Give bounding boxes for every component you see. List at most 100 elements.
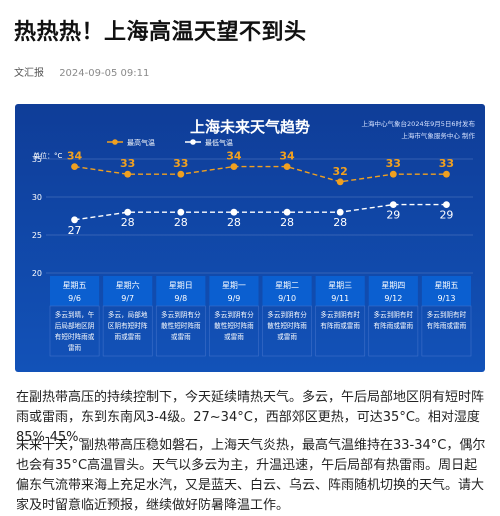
series-1-point-5: [336, 208, 344, 216]
y-tick-label-1: 30: [32, 193, 42, 202]
series-0-label-0: 34: [67, 150, 83, 163]
day-header-7: [421, 276, 471, 306]
series-0-point-7: [443, 170, 450, 178]
day-desc-2-0: 多云到阴有分: [161, 310, 201, 319]
series-1-point-7: [443, 201, 450, 208]
day-desc-0-0: 多云到晴，午: [55, 310, 95, 319]
article-source[interactable]: 文汇报: [14, 68, 44, 79]
series-0-label-5: 32: [333, 165, 348, 178]
series-0-label-2: 33: [173, 157, 188, 170]
day-desc-1-1: 区阴有短时阵: [108, 321, 148, 330]
day-desc-4-0: 多云到阴有分: [267, 310, 307, 319]
day-desc-7-0: 多云到阴有时: [427, 310, 467, 319]
chart-title: 上海未来天气趋势: [190, 118, 310, 136]
day-desc-3-0: 多云到阴有分: [214, 310, 254, 319]
day-body-5: [315, 305, 366, 357]
series-0-label-4: 34: [279, 150, 295, 163]
day-body-3: [209, 305, 259, 357]
y-axis-unit: 单位：°C: [33, 151, 62, 160]
day-desc-7-1: 有阵雨或雷雨: [427, 321, 467, 330]
day-desc-5-1: 有阵雨或雷雨: [320, 321, 360, 330]
paragraph-1: 在副热带高压的持续控制下，今天延续晴热天气。多云，午后局部地区阴有短时阵雨或雷雨…: [16, 390, 485, 445]
series-1-label-6: 29: [386, 209, 400, 222]
series-0-point-0: [71, 163, 78, 170]
series-1-point-1: [124, 208, 132, 216]
day-desc-2-2: 或雷雨: [171, 332, 191, 341]
day-desc-0-1: 后局部地区阴: [55, 321, 95, 330]
day-weekday-6: 星期四: [381, 281, 405, 290]
series-0-point-5: [336, 178, 344, 186]
article-datetime: 2024-09-05 09:11: [59, 68, 150, 79]
day-date-0: 9/6: [68, 294, 81, 303]
day-date-4: 9/10: [278, 294, 296, 303]
day-date-3: 9/9: [228, 294, 241, 303]
series-0-label-3: 34: [226, 150, 242, 163]
series-1-point-2: [177, 208, 185, 216]
day-header-3: [209, 276, 259, 306]
day-body-1: [102, 305, 153, 357]
day-date-5: 9/11: [331, 294, 349, 303]
day-header-2: [156, 276, 206, 306]
day-date-6: 9/12: [384, 294, 402, 303]
day-header-6: [368, 276, 418, 306]
series-1-label-7: 29: [439, 209, 453, 222]
series-1-point-4: [283, 208, 291, 216]
series-1-point-3: [230, 208, 238, 216]
day-body-2: [155, 305, 206, 357]
day-desc-0-3: 雷雨: [68, 344, 82, 352]
chart-background: [15, 104, 485, 372]
series-line-1: [74, 203, 447, 221]
y-tick-label-3: 20: [32, 269, 42, 278]
y-tick-label-2: 25: [32, 231, 42, 240]
series-0-point-6: [389, 170, 397, 178]
series-0-point-3: [230, 163, 238, 170]
series-1-label-0: 27: [68, 224, 82, 237]
article-meta: 文汇报 2024-09-05 09:11: [14, 64, 149, 79]
day-desc-2-1: 散性短时阵雨: [161, 321, 201, 330]
day-desc-3-1: 散性短时阵雨: [214, 321, 254, 330]
series-0-label-1: 33: [120, 157, 135, 170]
article-title: 热热热！上海高温天望不到头: [14, 20, 307, 45]
day-date-2: 9/8: [174, 294, 187, 303]
day-header-4: [262, 276, 312, 306]
day-desc-4-1: 散性短时阵雨: [267, 321, 307, 330]
day-body-7: [421, 305, 472, 357]
day-body-6: [368, 305, 419, 357]
legend-label-0: 最高气温: [127, 138, 155, 147]
legend-marker-1: [190, 139, 196, 145]
day-header-1: [103, 276, 153, 306]
series-0-point-2: [177, 170, 185, 178]
series-1-label-1: 28: [121, 216, 135, 229]
series-1-label-4: 28: [280, 216, 294, 229]
day-body-4: [262, 305, 312, 357]
day-desc-5-0: 多云到阴有时: [320, 310, 360, 319]
day-weekday-5: 星期三: [328, 281, 352, 290]
day-header-5: [315, 276, 365, 306]
series-0-label-6: 33: [386, 157, 401, 170]
day-desc-6-0: 多云到阴有时: [374, 310, 414, 319]
day-weekday-7: 星期五: [434, 281, 458, 290]
day-weekday-0: 星期五: [63, 281, 87, 290]
paragraph-2: 未来十天，副热带高压稳如磐石，上海天气炎热，最高气温维持在33-34°C，偶尔也…: [16, 438, 486, 513]
day-desc-1-2: 雨或雷雨: [115, 332, 142, 341]
series-0-point-1: [124, 170, 132, 178]
chart-source-line-1: 上海中心气象台2024年9月5日6时发布: [362, 119, 476, 128]
day-weekday-4: 星期二: [275, 281, 299, 290]
legend-marker-0: [112, 139, 118, 145]
chart-source-line-2: 上海市气象服务中心 制作: [401, 131, 475, 140]
series-0-label-7: 33: [439, 157, 454, 170]
legend-label-1: 最低气温: [205, 138, 233, 147]
series-line-0: [74, 165, 447, 183]
series-1-label-5: 28: [333, 216, 347, 229]
day-weekday-2: 星期日: [169, 281, 193, 290]
day-body-0: [49, 305, 100, 357]
day-date-7: 9/13: [437, 294, 455, 303]
y-tick-label-0: 35: [32, 155, 42, 164]
day-weekday-3: 星期一: [222, 281, 246, 290]
day-desc-0-2: 有短时阵雨或: [55, 332, 95, 341]
forecast-chart: 上海未来天气趋势 上海中心气象台2024年9月5日6时发布上海市气象服务中心 制作…: [15, 104, 485, 372]
series-1-point-6: [389, 201, 397, 208]
day-desc-4-2: 或雷雨: [277, 332, 297, 341]
